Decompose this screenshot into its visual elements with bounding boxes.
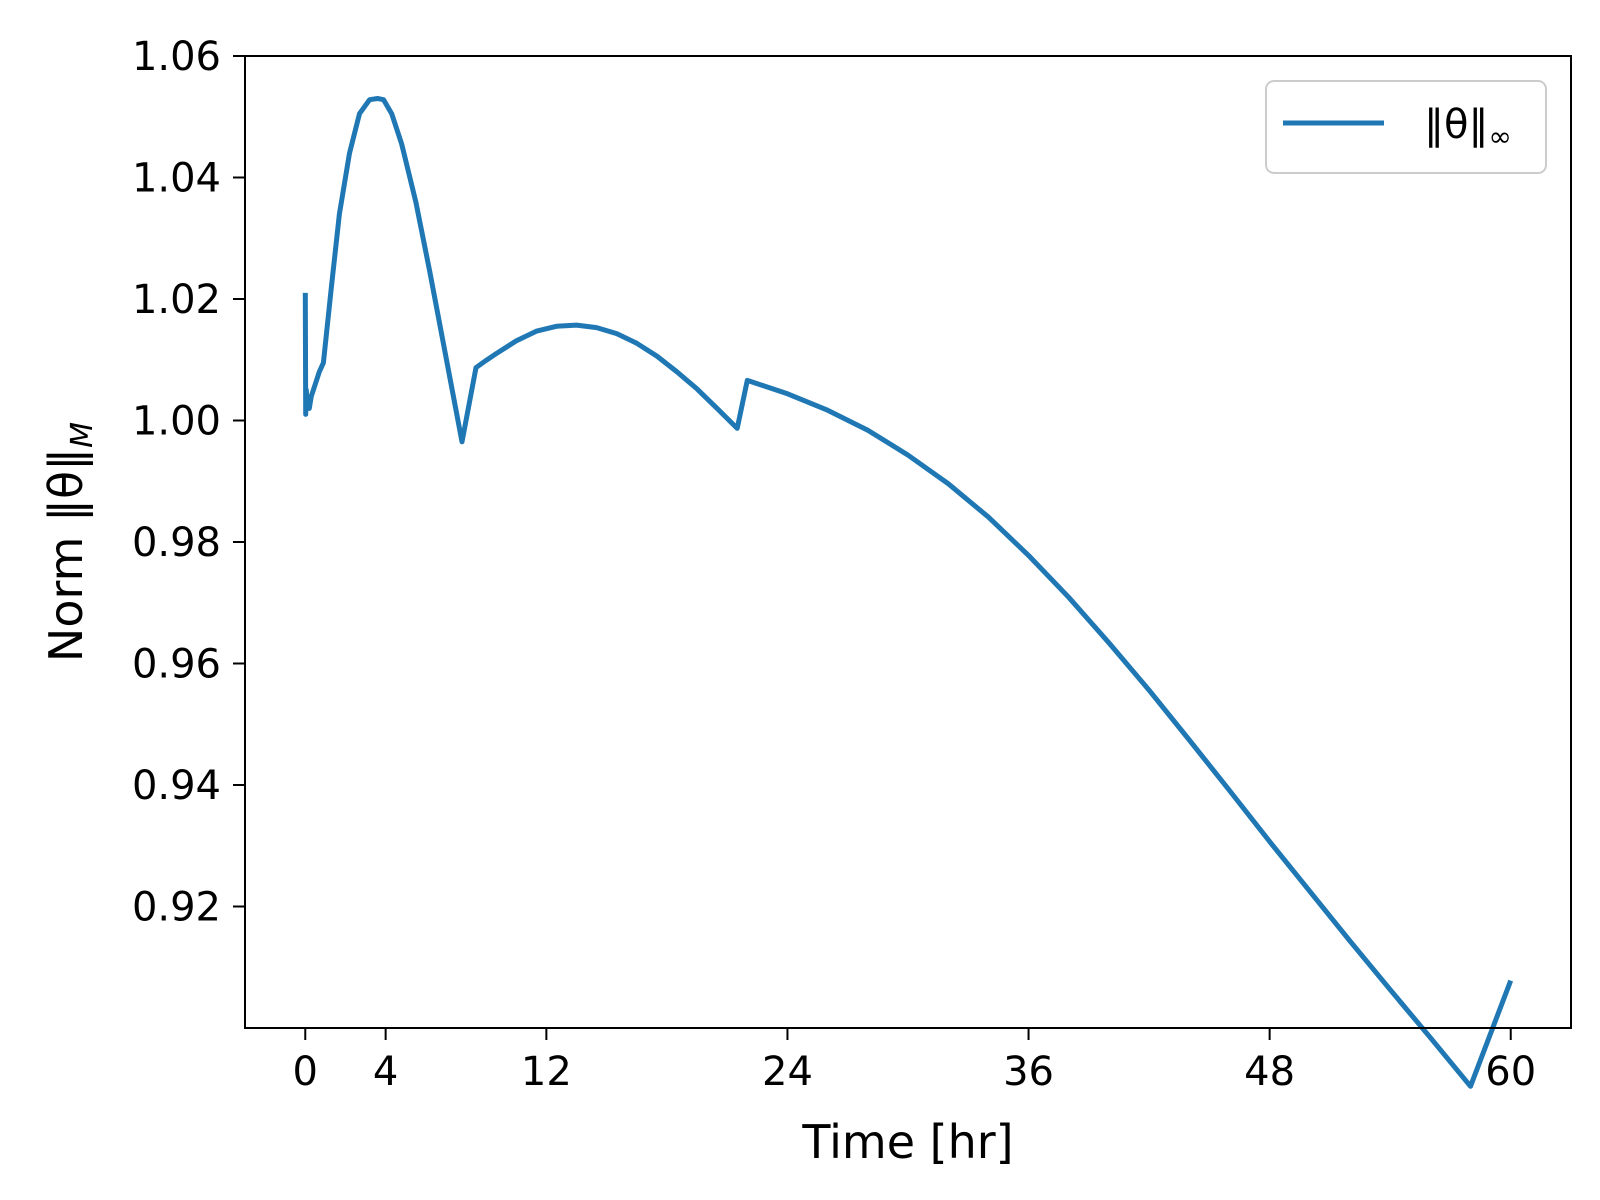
legend-entry-name: ‖θ‖ xyxy=(1424,102,1488,148)
x-axis-ticks: 0 4 12 24 36 48 60 xyxy=(293,1028,1536,1095)
y-axis-label-main: Norm ‖θ‖ xyxy=(39,448,94,662)
y-tick-label: 1.06 xyxy=(132,34,221,80)
y-tick-label: 0.96 xyxy=(132,642,221,688)
x-tick-label: 24 xyxy=(762,1049,813,1095)
legend-entry-subscript: ∞ xyxy=(1488,120,1511,153)
x-tick-label: 48 xyxy=(1244,1049,1295,1095)
y-tick-label: 0.98 xyxy=(132,520,221,566)
y-tick-label: 1.02 xyxy=(132,277,221,323)
legend-box xyxy=(1265,80,1547,174)
y-axis-label: Norm ‖θ‖M xyxy=(39,422,100,662)
legend: ‖θ‖∞ xyxy=(1265,80,1547,174)
legend-entry-label: ‖θ‖∞ xyxy=(1424,102,1512,153)
series-layer xyxy=(302,96,1514,1089)
y-axis-label-subscript: M xyxy=(65,422,100,448)
series-line xyxy=(302,96,1514,1089)
x-tick-label: 60 xyxy=(1485,1049,1536,1095)
y-tick-label: 0.94 xyxy=(132,763,221,809)
y-axis-ticks: 0.92 0.94 0.96 0.98 1.00 1.02 1.04 1.06 xyxy=(132,34,245,931)
x-tick-label: 36 xyxy=(1003,1049,1054,1095)
y-tick-label: 1.00 xyxy=(132,399,221,445)
x-tick-label: 4 xyxy=(373,1049,398,1095)
x-tick-label: 12 xyxy=(521,1049,572,1095)
x-tick-label: 0 xyxy=(293,1049,318,1095)
y-tick-label: 1.04 xyxy=(132,156,221,202)
x-axis-label: Time [hr] xyxy=(801,1115,1013,1169)
y-tick-label: 0.92 xyxy=(132,885,221,931)
